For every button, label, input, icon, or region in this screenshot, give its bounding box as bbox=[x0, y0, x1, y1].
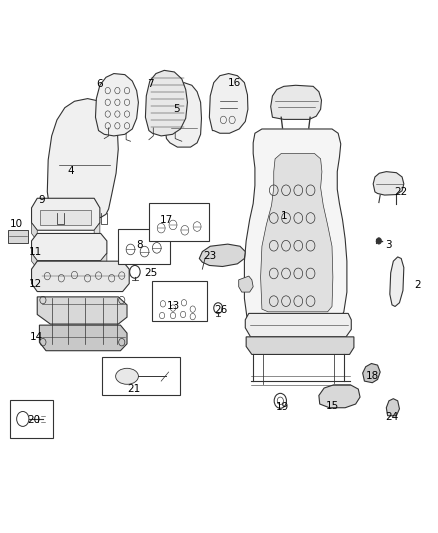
Polygon shape bbox=[386, 399, 399, 416]
Polygon shape bbox=[246, 337, 354, 354]
Polygon shape bbox=[271, 85, 321, 119]
Polygon shape bbox=[39, 325, 127, 351]
Text: 24: 24 bbox=[385, 412, 399, 422]
Text: 16: 16 bbox=[228, 78, 241, 87]
Text: 15: 15 bbox=[326, 401, 339, 411]
Polygon shape bbox=[363, 364, 380, 383]
Circle shape bbox=[376, 238, 381, 244]
Polygon shape bbox=[390, 257, 404, 306]
Text: 13: 13 bbox=[166, 302, 180, 311]
Polygon shape bbox=[32, 198, 100, 230]
FancyBboxPatch shape bbox=[10, 400, 53, 438]
Polygon shape bbox=[101, 253, 107, 269]
Text: 7: 7 bbox=[147, 79, 153, 88]
Polygon shape bbox=[244, 129, 347, 324]
Polygon shape bbox=[8, 230, 28, 243]
Text: 17: 17 bbox=[160, 215, 173, 225]
Text: 18: 18 bbox=[366, 371, 379, 381]
Polygon shape bbox=[32, 233, 107, 261]
Text: 5: 5 bbox=[173, 104, 180, 114]
Text: 2: 2 bbox=[414, 280, 420, 290]
Text: 22: 22 bbox=[394, 187, 407, 197]
Polygon shape bbox=[373, 172, 404, 195]
Text: 19: 19 bbox=[276, 402, 289, 411]
Polygon shape bbox=[239, 276, 253, 292]
Text: 20: 20 bbox=[27, 415, 40, 425]
Polygon shape bbox=[37, 297, 127, 324]
Text: 3: 3 bbox=[385, 240, 392, 250]
Text: 10: 10 bbox=[10, 219, 23, 229]
Text: 23: 23 bbox=[204, 251, 217, 261]
Polygon shape bbox=[261, 154, 333, 312]
Polygon shape bbox=[164, 83, 201, 147]
Ellipse shape bbox=[116, 368, 138, 384]
Text: 25: 25 bbox=[145, 269, 158, 278]
Text: 1: 1 bbox=[280, 211, 287, 221]
Polygon shape bbox=[245, 313, 351, 337]
Polygon shape bbox=[47, 99, 118, 219]
FancyBboxPatch shape bbox=[152, 281, 207, 321]
Text: 26: 26 bbox=[215, 305, 228, 315]
Polygon shape bbox=[94, 223, 100, 241]
Text: 8: 8 bbox=[136, 240, 142, 249]
Polygon shape bbox=[40, 210, 91, 225]
Polygon shape bbox=[32, 223, 37, 241]
Text: 9: 9 bbox=[39, 195, 45, 205]
Text: 4: 4 bbox=[68, 166, 74, 175]
Text: 14: 14 bbox=[30, 332, 43, 342]
Text: 21: 21 bbox=[127, 384, 140, 394]
Polygon shape bbox=[209, 74, 248, 133]
Text: 11: 11 bbox=[28, 247, 42, 257]
Text: 6: 6 bbox=[96, 79, 103, 88]
FancyBboxPatch shape bbox=[118, 229, 170, 264]
Polygon shape bbox=[32, 261, 129, 292]
Polygon shape bbox=[32, 253, 37, 269]
Text: 12: 12 bbox=[28, 279, 42, 289]
Polygon shape bbox=[145, 70, 187, 136]
Polygon shape bbox=[319, 385, 360, 408]
Polygon shape bbox=[199, 244, 245, 266]
FancyBboxPatch shape bbox=[149, 203, 209, 241]
Polygon shape bbox=[95, 74, 138, 136]
FancyBboxPatch shape bbox=[102, 357, 180, 395]
